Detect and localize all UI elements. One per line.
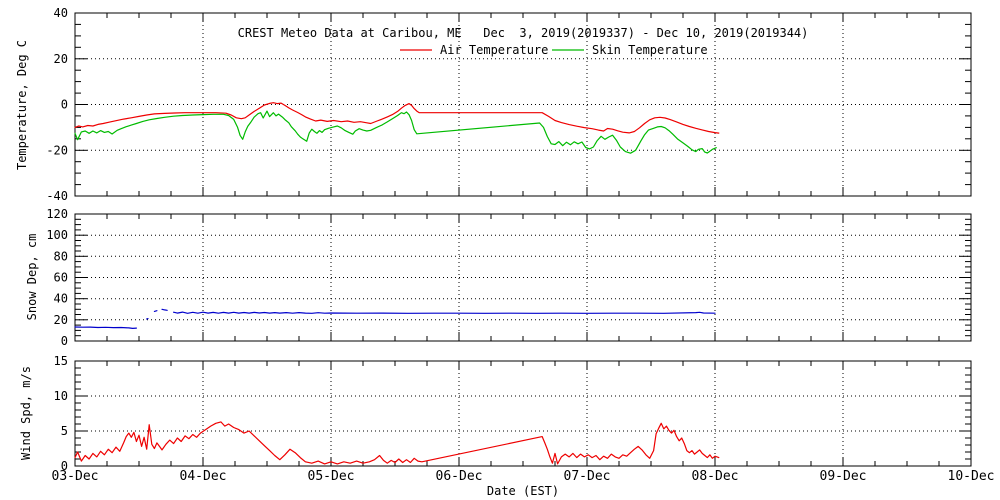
chart-title: CREST Meteo Data at Caribou, ME Dec 3, 2…	[238, 26, 809, 40]
x-tick-label: 09-Dec	[820, 469, 867, 484]
x-tick-label: 05-Dec	[308, 469, 355, 484]
y-tick-label: 5	[61, 424, 68, 438]
y-axis-title-snow-depth: Snow Dep, cm	[25, 234, 39, 321]
x-tick-label: 07-Dec	[564, 469, 611, 484]
y-tick-label: 40	[54, 6, 68, 20]
legend-air-temperature-label: Air Temperature	[440, 43, 548, 57]
series-wind-speed	[74, 421, 720, 465]
y-tick-label: 100	[46, 228, 68, 242]
series-snow-depth	[153, 310, 158, 312]
y-tick-label: 0	[61, 98, 68, 112]
series-snow-depth	[161, 308, 168, 311]
x-tick-label: 10-Dec	[948, 469, 995, 484]
y-tick-label: 40	[54, 292, 68, 306]
x-axis-title: Date (EST)	[487, 484, 559, 498]
y-tick-label: 20	[54, 313, 68, 327]
series-snow-depth	[74, 326, 137, 329]
legend-skin-temperature-label: Skin Temperature	[592, 43, 708, 57]
plot-generated-layer: -40 -20 0 20 40 0 20 40 60 80 100 120 0 5 10 15 03-Dec 04…	[46, 6, 994, 484]
y-axis-title-wind-speed: Wind Spd, m/s	[19, 366, 33, 460]
y-tick-label: -20	[46, 143, 68, 157]
y-tick-label: 60	[54, 271, 68, 285]
x-tick-label: 08-Dec	[692, 469, 739, 484]
series-skin-temperature	[74, 110, 717, 154]
y-tick-label: 15	[54, 354, 68, 368]
y-tick-label: 0	[61, 459, 68, 473]
y-tick-label: 120	[46, 207, 68, 221]
y-axis-title-temperature: Temperature, Deg C	[15, 40, 29, 170]
panel-border-2	[74, 360, 972, 467]
series-air-temperature	[74, 102, 720, 134]
y-tick-label: 80	[54, 249, 68, 263]
x-tick-label: 03-Dec	[52, 469, 99, 484]
y-tick-label: 20	[54, 52, 68, 66]
y-tick-label: 10	[54, 389, 68, 403]
y-tick-label: 0	[61, 334, 68, 348]
panel-border-0	[74, 12, 972, 197]
panel-border-1	[74, 213, 972, 342]
y-tick-label: -40	[46, 189, 68, 203]
x-tick-label: 04-Dec	[180, 469, 227, 484]
x-tick-label: 06-Dec	[436, 469, 483, 484]
series-snow-depth	[173, 311, 716, 314]
